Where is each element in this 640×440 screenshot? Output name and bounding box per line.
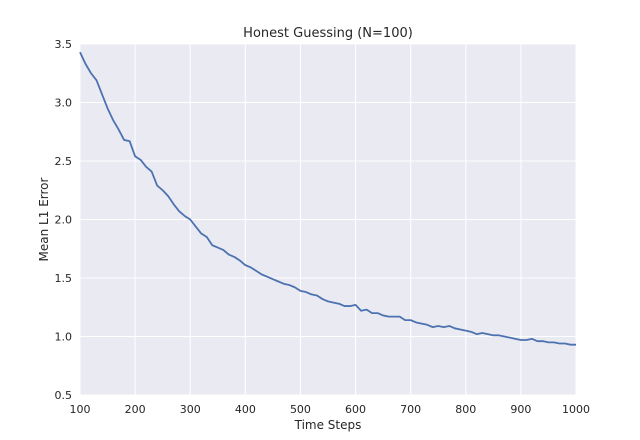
x-tick-label: 200 bbox=[125, 403, 146, 416]
x-tick-label: 1000 bbox=[562, 403, 590, 416]
y-tick-labels: 0.5 1.0 1.5 2.0 2.5 3.0 3.5 bbox=[55, 38, 73, 402]
y-tick-label: 1.5 bbox=[55, 272, 73, 285]
series-line bbox=[79, 51, 576, 346]
x-tick-label: 100 bbox=[70, 403, 91, 416]
x-tick-label: 800 bbox=[455, 403, 476, 416]
y-tick-label: 1.0 bbox=[55, 331, 73, 344]
x-tick-label: 500 bbox=[290, 403, 311, 416]
y-tick-label: 2.5 bbox=[55, 155, 73, 168]
x-tick-label: 900 bbox=[510, 403, 531, 416]
x-axis-label: Time Steps bbox=[294, 418, 362, 432]
y-tick-label: 3.5 bbox=[55, 38, 73, 51]
x-tick-label: 700 bbox=[400, 403, 421, 416]
y-tick-label: 3.0 bbox=[55, 97, 73, 110]
y-tick-label: 2.0 bbox=[55, 214, 73, 227]
x-tick-label: 300 bbox=[180, 403, 201, 416]
y-tick-label: 0.5 bbox=[55, 389, 73, 402]
chart-title: Honest Guessing (N=100) bbox=[243, 26, 413, 41]
x-tick-label: 400 bbox=[235, 403, 256, 416]
grid-lines bbox=[79, 43, 577, 396]
x-tick-label: 600 bbox=[345, 403, 366, 416]
y-axis-label: Mean L1 Error bbox=[37, 177, 51, 261]
x-tick-labels: 100 200 300 400 500 600 700 800 900 1000 bbox=[70, 403, 591, 416]
